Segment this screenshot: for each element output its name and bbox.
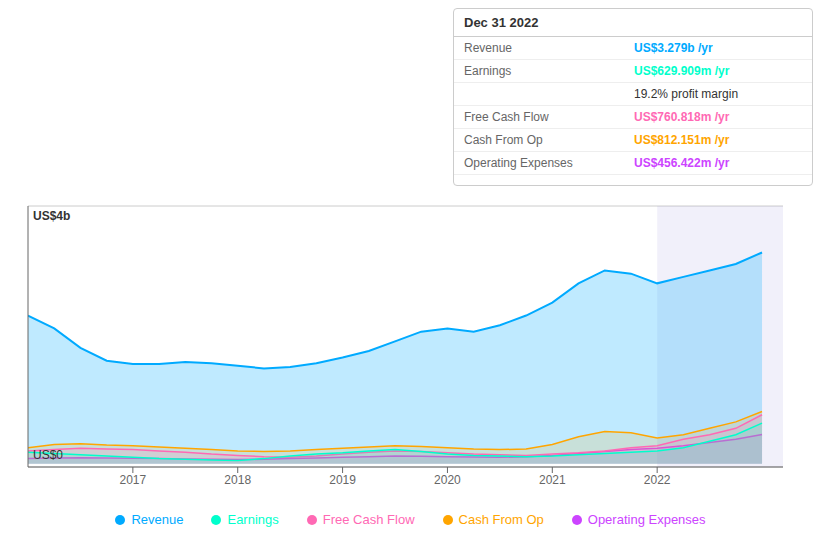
html-text:Earnings: Earnings: [227, 512, 279, 527]
html-text:US$3.279b /yr: US$3.279b /yr: [634, 41, 713, 55]
html-text:Cash From Op: Cash From Op: [458, 512, 544, 527]
svg-text:2018: 2018: [224, 473, 251, 487]
html-text:Revenue: Revenue: [131, 512, 184, 527]
html-text:19.2% profit margin: 19.2% profit margin: [634, 87, 739, 101]
html-text:Operating Expenses: Operating Expenses: [464, 156, 573, 170]
html-text:Revenue: Revenue: [464, 41, 512, 55]
html-text:Free Cash Flow: Free Cash Flow: [322, 512, 415, 527]
svg-text:2022: 2022: [644, 473, 671, 487]
svg-text:US$4b: US$4b: [33, 209, 70, 223]
html-text:Cash From Op: Cash From Op: [464, 133, 543, 147]
svg-text:2019: 2019: [329, 473, 356, 487]
svg-text:2020: 2020: [434, 473, 461, 487]
html-text:Free Cash Flow: Free Cash Flow: [464, 110, 549, 124]
html-text:US$456.422m /yr: US$456.422m /yr: [634, 156, 730, 170]
html-text:US$812.151m /yr: US$812.151m /yr: [634, 133, 730, 147]
html-text:US$629.909m /yr: US$629.909m /yr: [634, 64, 730, 78]
html-text:Operating Expenses: Operating Expenses: [587, 512, 706, 527]
svg-text:US$0: US$0: [33, 448, 63, 462]
html-text:Dec 31 2022: Dec 31 2022: [464, 15, 539, 30]
svg-text:2021: 2021: [539, 473, 566, 487]
html-text:Earnings: Earnings: [464, 64, 512, 78]
svg-text:2017: 2017: [120, 473, 147, 487]
html-text:US$760.818m /yr: US$760.818m /yr: [634, 110, 730, 124]
